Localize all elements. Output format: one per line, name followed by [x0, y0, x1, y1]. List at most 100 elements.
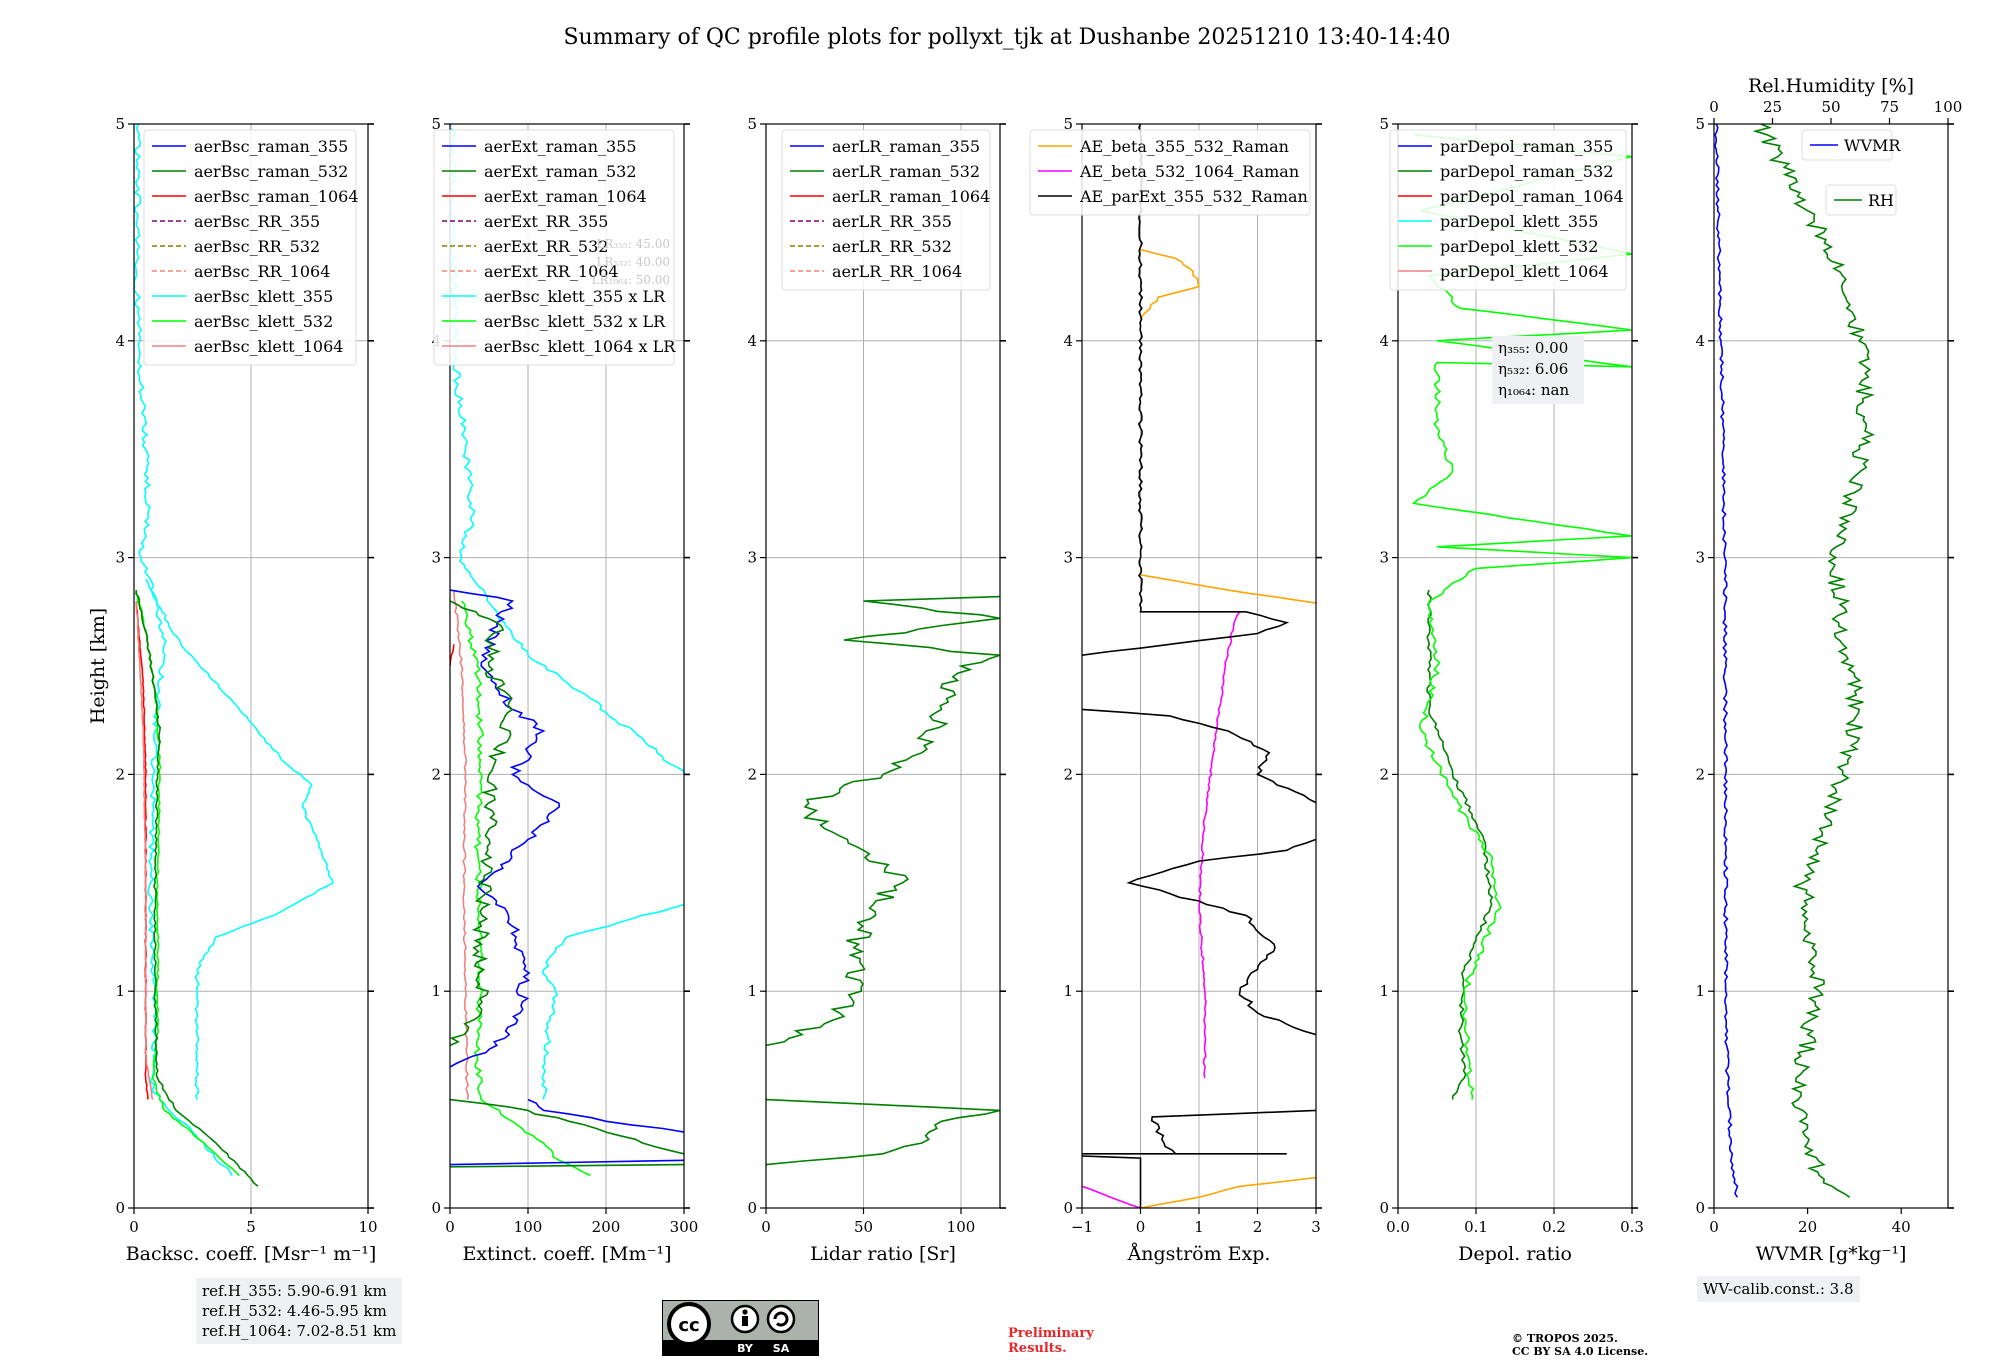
series-line-aerExt-raman-532 — [450, 1163, 684, 1168]
top-x-tick-label: 50 — [1821, 98, 1840, 116]
legend-label: parDepol_raman_1064 — [1440, 187, 1624, 206]
x-axis-label: Ångström Exp. — [1127, 1243, 1271, 1265]
x-tick-label: 0 — [445, 1218, 455, 1236]
series-line-RH — [1752, 124, 1876, 1198]
eta-note: η₁₀₆₄: nan — [1498, 381, 1569, 399]
panel-backscatter: 0 1 2 3 4 5 0 5 10 Backsc. coeff. [Msr⁻¹ m⁻¹] Heig… — [87, 115, 378, 1265]
y-tick-label: 4 — [1063, 332, 1073, 350]
legend: aerBsc_raman_355 aerBsc_raman_532 aerBsc_r… — [143, 129, 359, 366]
eta-note: η₃₅₅: 0.00 — [1498, 339, 1568, 357]
series-line-aerBsc-klett-532 — [135, 590, 240, 1177]
y-tick-label: 5 — [1063, 115, 1073, 133]
ref-height-355: ref.H_355: 5.90-6.91 km — [202, 1282, 387, 1300]
series-line-aerBsc-raman-532 — [135, 590, 259, 1187]
series-line-aerBsc-klett-355 — [134, 124, 233, 1176]
y-tick-label: 2 — [1695, 765, 1705, 783]
y-tick-label: 4 — [747, 332, 757, 350]
x-tick-label: 3 — [1311, 1218, 1321, 1236]
series-line-AE-parExt-355-532-Raman-upper — [1082, 708, 1316, 804]
legend-label: aerBsc_raman_1064 — [194, 187, 359, 206]
x-tick-label: 0.2 — [1542, 1218, 1566, 1236]
legend-box — [1801, 129, 1893, 161]
series-line-aerExt-raman-355 — [450, 1159, 684, 1166]
legend-label: parDepol_klett_532 — [1440, 237, 1598, 256]
series-line-AE-beta-355-532-Raman-low — [1140, 1176, 1316, 1208]
legend-label: parDepol_klett_355 — [1440, 212, 1598, 231]
x-axis-label: Depol. ratio — [1458, 1243, 1572, 1265]
x-tick-label: 0.1 — [1464, 1218, 1488, 1236]
y-tick-label: 3 — [747, 549, 757, 567]
series-line-aerLR-raman-532 — [766, 595, 1000, 1047]
legend: parDepol_raman_355 parDepol_raman_532 parD… — [1389, 129, 1627, 291]
y-tick-label: 0 — [1695, 1199, 1705, 1217]
figure-title: Summary of QC profile plots for pollyxt_… — [563, 25, 1450, 50]
series-line-aerExt-raman-532-lower — [450, 1098, 684, 1155]
series-line-AE-parExt-355-532-Raman-base — [1082, 1155, 1142, 1208]
legend-label: aerLR_RR_532 — [832, 237, 952, 256]
y-tick-label: 3 — [1695, 549, 1705, 567]
legend: AE_beta_355_532_Raman AE_beta_532_1064_Ra… — [1029, 129, 1311, 216]
legend-label: RH — [1868, 191, 1894, 210]
legend-label: aerBsc_raman_532 — [194, 162, 348, 181]
legend-label: aerExt_RR_355 — [484, 212, 608, 231]
x-tick-label: −1 — [1071, 1218, 1093, 1236]
legend-box — [143, 129, 357, 366]
y-tick-label: 1 — [115, 982, 125, 1000]
eta-note: η₅₃₂: 6.06 — [1498, 360, 1568, 378]
legend-label: aerBsc_klett_532 x LR — [484, 312, 666, 331]
eta-note-box — [1492, 336, 1584, 404]
panel-depol: 0 1 2 3 4 5 0.0 0.1 0.2 0.3 Depol. ratio parDepol_r… — [1379, 115, 1643, 1265]
y-tick-label: 4 — [1379, 332, 1389, 350]
y-tick-label: 3 — [1063, 549, 1073, 567]
series-group — [766, 595, 1000, 1166]
y-tick-label: 0 — [115, 1199, 125, 1217]
top-x-tick-label: 75 — [1880, 98, 1899, 116]
x-tick-label: 0.0 — [1386, 1218, 1410, 1236]
series-group — [1411, 134, 1632, 1100]
series-line-AE-parExt-355-532-Raman-main — [1126, 838, 1316, 1036]
legend-label: aerBsc_klett_355 — [194, 287, 333, 306]
y-tick-label: 1 — [431, 982, 441, 1000]
y-tick-label: 3 — [115, 549, 125, 567]
lidar-ratio-note: LR₁₀₆₄: 50.00 — [592, 273, 670, 287]
series-line-AE-beta-532-1064-Raman — [1082, 1185, 1141, 1208]
by-label: BY — [737, 1342, 754, 1355]
series-line-aerBsc-klett-1064 — [135, 600, 154, 1100]
legend-label: aerExt_RR_1064 — [484, 262, 619, 281]
y-tick-label: 0 — [1379, 1199, 1389, 1217]
series-group — [1082, 124, 1316, 1208]
series-line-parDepol-raman-532 — [1426, 589, 1494, 1100]
x-tick-label: 1 — [1194, 1218, 1204, 1236]
x-tick-label: 200 — [592, 1218, 621, 1236]
legend-label: parDepol_raman_532 — [1440, 162, 1613, 181]
legend-label: aerLR_raman_532 — [832, 162, 980, 181]
series-group — [450, 124, 684, 1177]
series-line-aerExt-raman-532-main — [450, 600, 514, 1047]
y-tick-label: 1 — [747, 982, 757, 1000]
legend-label: aerLR_RR_1064 — [832, 262, 962, 281]
axes-frame — [765, 123, 1001, 1209]
preliminary-line-1: Preliminary — [1008, 1326, 1094, 1341]
sa-label: SA — [773, 1342, 790, 1355]
copyright-line-1: © TROPOS 2025. — [1512, 1332, 1618, 1345]
top-x-tick-label: 0 — [1709, 98, 1719, 116]
y-tick-label: 4 — [115, 332, 125, 350]
y-tick-label: 1 — [1695, 982, 1705, 1000]
x-tick-label: 0 — [1709, 1218, 1719, 1236]
y-tick-label: 0 — [431, 1199, 441, 1217]
lidar-ratio-note: LR₅₃₂: 40.00 — [596, 255, 670, 269]
series-line-AE-beta-355-532-Raman-mid — [1140, 574, 1316, 604]
y-tick-label: 4 — [1695, 332, 1705, 350]
preliminary-line-2: Results. — [1008, 1341, 1067, 1356]
wv-calib-box: WV-calib.const.: 3.8 — [1697, 1276, 1860, 1302]
series-line-AE-beta-355-532-Raman-upper — [1139, 248, 1201, 320]
axes-frame — [1713, 123, 1949, 1209]
legend-label: aerLR_raman_355 — [832, 137, 980, 156]
series-line-aerBsc-klett-1064-x-LR — [453, 590, 470, 1100]
x-tick-label: 0 — [129, 1218, 139, 1236]
copyright-line-2: CC BY SA 4.0 License. — [1512, 1345, 1649, 1358]
legend: aerLR_raman_355 aerLR_raman_532 aerLR_rama… — [781, 129, 991, 291]
